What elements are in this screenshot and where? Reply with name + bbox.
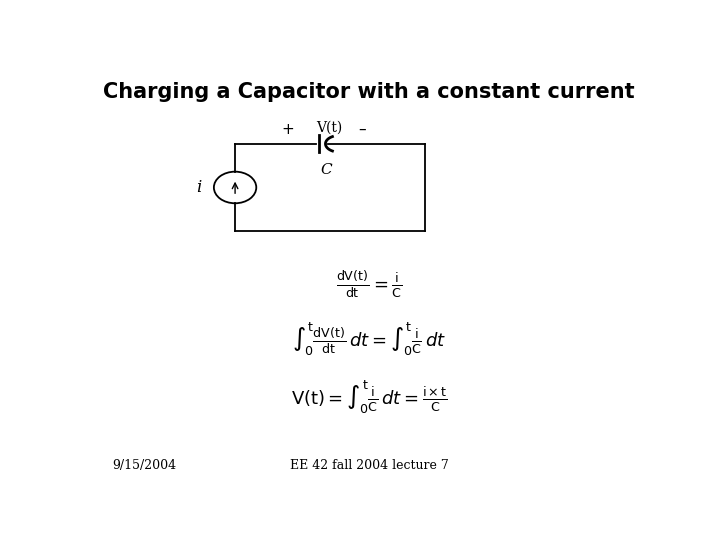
Text: $\mathrm{V(t) = \int_{0}^{t}\frac{i}{C}}\,\mathit{dt} = \mathrm{\frac{i \times t: $\mathrm{V(t) = \int_{0}^{t}\frac{i}{C}}…	[291, 379, 447, 416]
Text: EE 42 fall 2004 lecture 7: EE 42 fall 2004 lecture 7	[289, 460, 449, 472]
Text: $\mathrm{\frac{dV(t)}{dt}} = \mathrm{\frac{i}{C}}$: $\mathrm{\frac{dV(t)}{dt}} = \mathrm{\fr…	[336, 269, 402, 301]
Text: i: i	[196, 179, 202, 196]
Text: C: C	[321, 163, 333, 177]
Text: 9/15/2004: 9/15/2004	[112, 460, 176, 472]
Text: +: +	[282, 122, 294, 137]
Text: –: –	[358, 122, 366, 137]
Text: Charging a Capacitor with a constant current: Charging a Capacitor with a constant cur…	[103, 82, 635, 102]
Text: V(t): V(t)	[315, 121, 342, 135]
Text: $\mathrm{\int_{0}^{t}\frac{dV(t)}{dt}}\,\mathit{dt} = \mathrm{\int_{0}^{t}\frac{: $\mathrm{\int_{0}^{t}\frac{dV(t)}{dt}}\,…	[292, 321, 446, 358]
